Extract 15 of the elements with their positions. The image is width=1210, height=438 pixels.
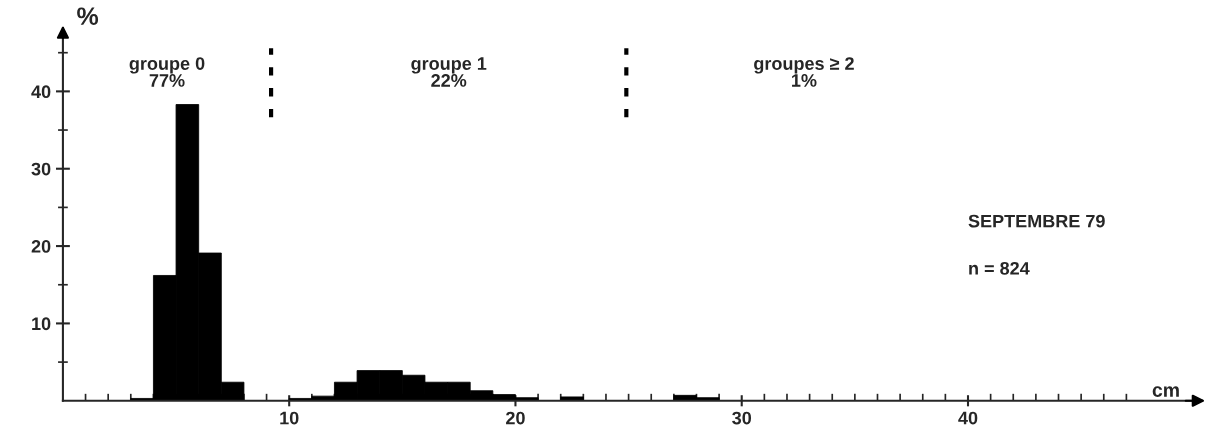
y-tick-label: 10 <box>32 317 51 331</box>
y-axis-title: % <box>77 7 99 25</box>
x-tick-label: 10 <box>280 411 299 425</box>
annotation: groupes ≥ 2 1% <box>754 57 854 87</box>
annotation: groupe 0 77% <box>129 57 205 87</box>
x-tick-label: 40 <box>958 411 978 425</box>
annotation: SEPTEMBRE 79 <box>968 214 1105 228</box>
y-tick-label: 30 <box>31 162 51 176</box>
annotation: n = 824 <box>969 261 1030 275</box>
x-tick-label: 30 <box>732 411 752 425</box>
annotation: groupe 1 22% <box>411 57 487 87</box>
y-tick-label: 20 <box>31 240 51 253</box>
y-tick-label: 40 <box>31 85 51 99</box>
x-axis-title: cm <box>1152 386 1179 397</box>
x-tick-label: 20 <box>506 411 525 425</box>
